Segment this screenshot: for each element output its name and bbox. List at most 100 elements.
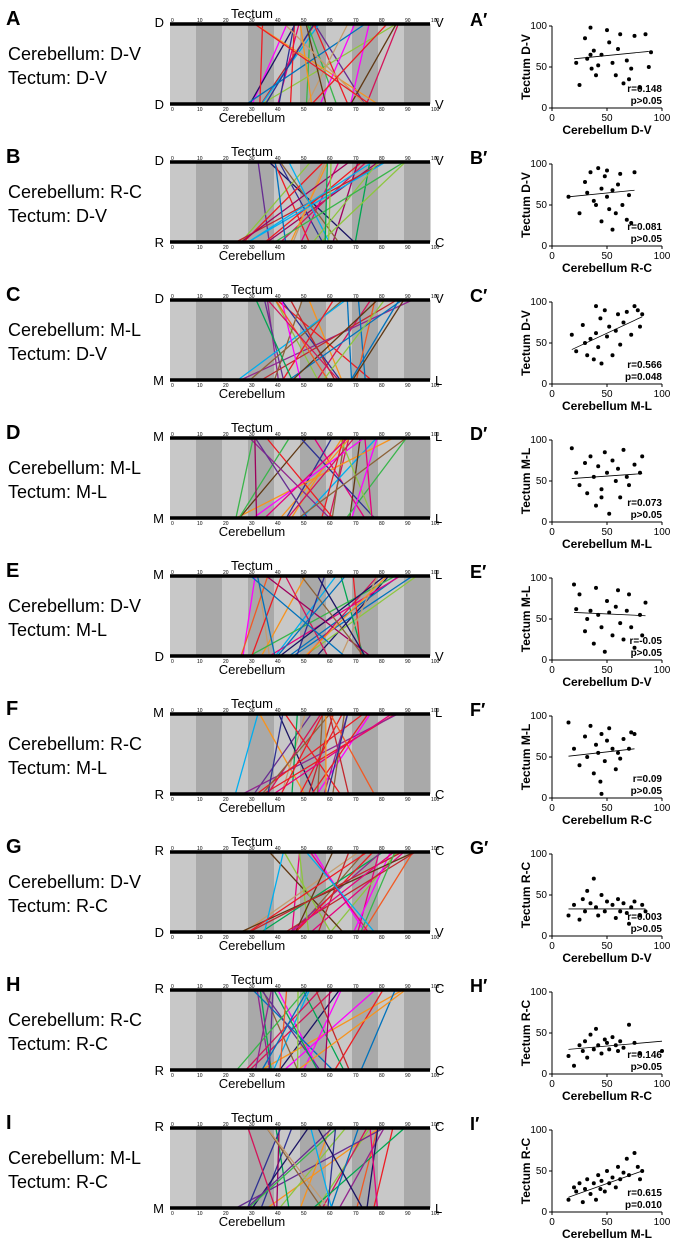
data-point — [611, 1035, 615, 1039]
data-point — [589, 1192, 593, 1196]
tectum-title: Tectum — [231, 422, 273, 435]
tectum-title: Tectum — [231, 560, 273, 573]
y-tick-label: 0 — [541, 379, 547, 390]
projection-map: 0010102020303040405050606070708080909010… — [152, 146, 452, 266]
data-point — [598, 780, 602, 784]
y-tick-label: 0 — [541, 931, 547, 942]
stat-p: p>0.05 — [631, 96, 663, 107]
panel-letter: G — [6, 836, 22, 859]
zone-band — [170, 1128, 197, 1208]
data-point — [611, 353, 615, 357]
data-point — [603, 759, 607, 763]
bottom-tick-label: 60 — [327, 659, 333, 665]
data-point — [607, 726, 611, 730]
zone-band — [404, 852, 431, 932]
bottom-tick-label: 0 — [171, 659, 174, 665]
data-point — [636, 1165, 640, 1169]
data-point — [572, 1185, 576, 1189]
data-point — [603, 1038, 607, 1042]
data-point — [640, 454, 644, 458]
data-point — [605, 599, 609, 603]
bottom-tick-label: 50 — [301, 245, 307, 251]
data-point — [611, 903, 615, 907]
data-point — [594, 1198, 598, 1202]
data-point — [581, 1200, 585, 1204]
cerebellum-title: Cerebellum — [219, 662, 285, 677]
stat-p: p>0.05 — [631, 924, 663, 935]
zone-band — [404, 300, 431, 380]
data-point — [585, 889, 589, 893]
scatter-panel-letter: A′ — [470, 10, 487, 30]
data-point — [605, 1041, 609, 1045]
data-point — [616, 47, 620, 51]
data-point — [647, 65, 651, 69]
data-point — [614, 479, 618, 483]
data-point — [600, 1179, 604, 1183]
data-point — [578, 1043, 582, 1047]
cerebellum-title: Cerebellum — [219, 386, 285, 401]
top-left-letter: D — [155, 153, 164, 168]
top-right-letter: V — [435, 291, 444, 306]
bottom-tick-label: 90 — [405, 245, 411, 251]
data-point — [600, 219, 604, 223]
data-point — [574, 349, 578, 353]
bottom-left-letter: M — [153, 373, 164, 388]
data-point — [592, 49, 596, 53]
bottom-tick-label: 90 — [405, 521, 411, 527]
data-point — [607, 325, 611, 329]
stat-r: r=0.566 — [627, 360, 662, 371]
data-point — [592, 771, 596, 775]
data-point — [590, 67, 594, 71]
data-point — [622, 737, 626, 741]
bottom-tick-label: 60 — [327, 521, 333, 527]
zone-band — [170, 852, 197, 932]
top-left-letter: R — [155, 843, 164, 858]
zone-band — [196, 300, 223, 380]
stat-r: r=0.003 — [627, 912, 662, 923]
data-point — [585, 491, 589, 495]
data-point — [607, 207, 611, 211]
data-point — [592, 642, 596, 646]
top-right-letter: C — [435, 843, 444, 858]
stat-r: r=0.09 — [633, 774, 663, 785]
zone-band — [170, 24, 197, 104]
data-point — [616, 467, 620, 471]
data-point — [574, 1190, 578, 1194]
data-point — [618, 909, 622, 913]
data-point — [614, 605, 618, 609]
x-tick-label: 100 — [654, 389, 671, 400]
bottom-tick-label: 50 — [301, 797, 307, 803]
projection-map: 0010102020303040405050606070708080909010… — [152, 560, 452, 680]
data-point — [585, 1177, 589, 1181]
data-point — [640, 903, 644, 907]
bottom-tick-label: 60 — [327, 1073, 333, 1079]
cerebellum-title: Cerebellum — [219, 1214, 285, 1229]
data-point — [596, 63, 600, 67]
projection-map: 0010102020303040405050606070708080909010… — [152, 422, 452, 542]
y-tick-label: 100 — [530, 849, 547, 860]
bottom-left-letter: R — [155, 1063, 164, 1078]
bottom-tick-label: 0 — [171, 1073, 174, 1079]
data-point — [578, 211, 582, 215]
top-left-letter: D — [155, 291, 164, 306]
y-axis-label: Tectum D-V — [519, 172, 533, 238]
data-point — [618, 621, 622, 625]
bottom-tick-label: 10 — [197, 383, 203, 389]
zone-band — [222, 1128, 249, 1208]
data-point — [649, 50, 653, 54]
scatter-panel-letter: E′ — [470, 562, 486, 582]
data-point — [603, 1190, 607, 1194]
zone-band — [196, 576, 223, 656]
tectum-axis-label: Tectum: M-L — [8, 618, 141, 642]
zone-band — [196, 714, 223, 794]
bottom-tick-label: 60 — [327, 935, 333, 941]
data-point — [603, 450, 607, 454]
data-point — [629, 333, 633, 337]
panel-letter: F — [6, 698, 18, 721]
bottom-tick-label: 60 — [327, 797, 333, 803]
